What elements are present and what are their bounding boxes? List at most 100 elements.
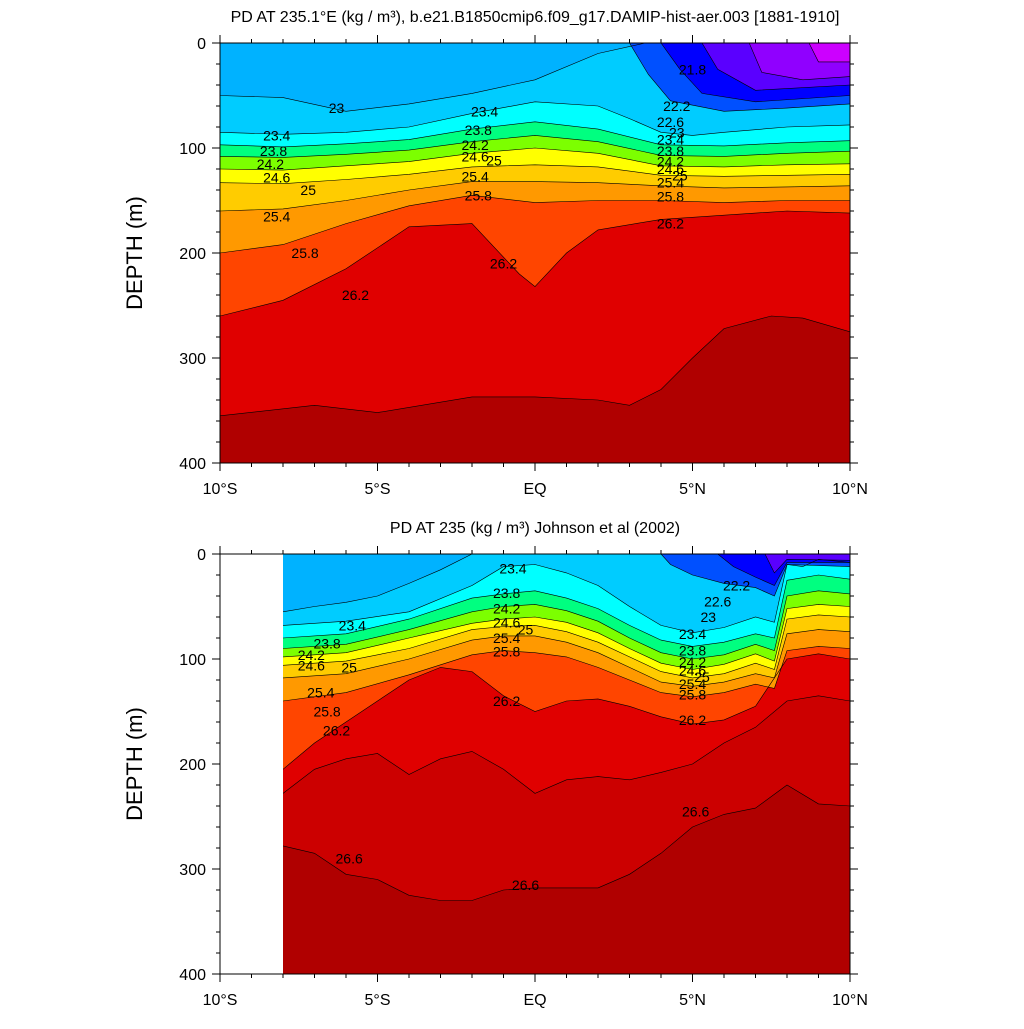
contour-label: 25.8 [291, 245, 318, 261]
isopycnal-line [717, 554, 850, 586]
contour-label: 25.8 [313, 704, 340, 720]
contour-label: 24.6 [493, 614, 520, 630]
contour-label: 25.8 [657, 188, 684, 204]
isopycnal-line [220, 121, 850, 148]
contour-label: 23.8 [260, 143, 287, 159]
y-tick-label: 200 [179, 246, 206, 263]
contour-label: 23.8 [657, 143, 684, 159]
contour-label: 23.4 [679, 626, 706, 642]
contour-label: 23.8 [313, 635, 340, 651]
contour-label: 25 [341, 659, 357, 675]
contour-label: 24.6 [462, 148, 489, 164]
contour-label: 26.2 [490, 256, 517, 272]
isopycnal-line [629, 43, 850, 112]
contour-label: 25.4 [307, 685, 334, 701]
x-tick-label: 10°N [832, 992, 868, 1009]
contour-label: 26.6 [336, 851, 363, 867]
contour-label: 25.8 [465, 187, 492, 203]
chart-title: PD AT 235.1°E (kg / m³), b.e21.B1850cmip… [231, 9, 840, 26]
contour-label: 21.8 [679, 61, 706, 77]
isopycnal-line [764, 554, 850, 574]
y-axis-label: DEPTH (m) [122, 707, 147, 821]
contour-label: 25.8 [493, 644, 520, 660]
contour-label: 25 [518, 622, 534, 638]
panel-bottom: 23.423.824.224.6 2525.425.826.223.423.824… [122, 520, 868, 1009]
isopycnal-line [220, 210, 850, 317]
surface-lens [717, 554, 850, 586]
isopycnal-line [282, 554, 850, 613]
isopycnal-line [220, 101, 850, 136]
contour-label: 24.6 [679, 663, 706, 679]
isopycnal-line [282, 614, 850, 679]
isopycnal-line [660, 43, 850, 103]
contour-label: 25.4 [493, 630, 520, 646]
isopycnal-line [701, 43, 850, 91]
isopycnal-line [220, 194, 850, 254]
contour-label: 26.6 [682, 803, 709, 819]
y-tick-label: 0 [197, 36, 206, 53]
surface-lens [765, 554, 850, 573]
contour-label: 24.6 [657, 161, 684, 177]
isopycnal-line [220, 164, 850, 185]
isopycnal-line [808, 43, 850, 63]
contour-label: 23 [329, 100, 345, 116]
x-tick-label: 5°N [679, 992, 706, 1009]
contour-field [282, 554, 850, 974]
y-tick-label: 100 [179, 141, 206, 158]
contour-label: 26.2 [493, 693, 520, 709]
isopycnal-line [282, 590, 850, 660]
contour-label: 24.2 [679, 654, 706, 670]
contour-label: 26.2 [657, 216, 684, 232]
contour-label: 25 [672, 167, 688, 183]
contour-label: 26.2 [323, 722, 350, 738]
isopycnal-line [282, 695, 850, 794]
y-tick-label: 400 [179, 967, 206, 984]
y-tick-label: 400 [179, 456, 206, 473]
contour-label: 23.4 [657, 132, 684, 148]
contour-label: 25.4 [263, 208, 290, 224]
contour-label: 23.4 [339, 617, 366, 633]
contour-label: 23 [669, 124, 685, 140]
contour-label: 24.2 [257, 156, 284, 172]
missing-data-area [220, 554, 283, 974]
contour-label: 25.4 [679, 676, 706, 692]
isopycnal-line [220, 147, 850, 171]
contour-label: 24.2 [462, 137, 489, 153]
isopycnal-band [283, 554, 850, 612]
y-tick-label: 300 [179, 862, 206, 879]
y-tick-label: 200 [179, 757, 206, 774]
contour-label: 26.6 [512, 877, 539, 893]
contour-label: 25 [486, 153, 502, 169]
isopycnal-line [282, 574, 850, 647]
contour-label: 26.2 [342, 287, 369, 303]
contour-label: 25.8 [679, 687, 706, 703]
x-tick-label: 5°S [365, 481, 391, 498]
contour-label: 22.2 [663, 98, 690, 114]
isopycnal-line [282, 629, 850, 687]
x-tick-label: EQ [523, 992, 546, 1009]
isopycnal-line [282, 604, 850, 670]
contour-label: 25 [694, 669, 710, 685]
contour-label: 26.2 [679, 712, 706, 728]
chart-title: PD AT 235 (kg / m³) Johnson et al (2002) [390, 520, 680, 537]
x-tick-label: 10°S [203, 481, 238, 498]
isopycnal-line [282, 653, 850, 770]
isopycnal-line [220, 315, 850, 417]
contour-label: 24.2 [298, 647, 325, 663]
contour-label: 23.4 [471, 103, 498, 119]
isopycnal-line [660, 554, 850, 597]
x-tick-label: 10°N [832, 481, 868, 498]
isopycnal-line [282, 646, 850, 702]
isopycnal-line [748, 43, 850, 81]
contour-label: 25 [300, 182, 316, 198]
contour-label: 22.6 [704, 593, 731, 609]
x-tick-label: 5°S [365, 992, 391, 1009]
contour-field [220, 43, 850, 463]
x-tick-label: 5°N [679, 481, 706, 498]
contour-label: 24.2 [657, 154, 684, 170]
isopycnal-line [220, 181, 850, 212]
contour-label: 23.8 [465, 122, 492, 138]
contour-label: 23.4 [263, 127, 290, 143]
contour-label: 25.4 [462, 168, 489, 184]
isopycnal-line [220, 43, 850, 112]
